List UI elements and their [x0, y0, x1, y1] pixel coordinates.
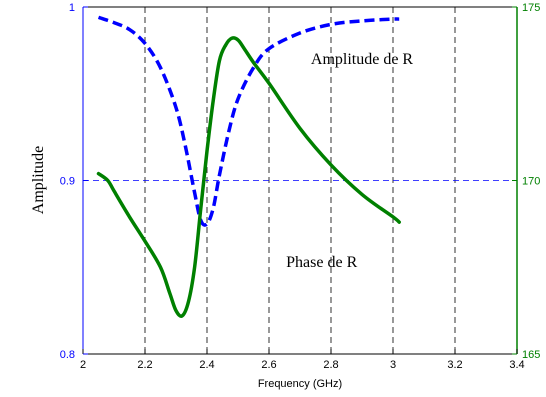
- x-tick-label: 2.8: [323, 359, 338, 371]
- grid: [83, 7, 517, 354]
- series-group: [96, 15, 401, 318]
- x-tick-label: 2: [80, 359, 86, 371]
- annotation-amplitude: Amplitude de R: [311, 51, 414, 68]
- x-tick-label: 2.2: [137, 359, 152, 371]
- x-tick-label: 3.4: [509, 359, 524, 371]
- y-right-tick-label: 165: [522, 349, 540, 361]
- y-left-tick-label: 0.8: [60, 349, 75, 361]
- ticks: 2 2.2 2.4 2.6 2.8 3 3.2 3.4 0.8 0.9 1 165 170 175: [60, 2, 541, 371]
- y-left-tick-label: 0.9: [60, 176, 75, 188]
- y-right-tick-label: 170: [522, 176, 540, 188]
- y-left-tick-label: 1: [69, 2, 75, 14]
- annotation-phase: Phase de R: [286, 254, 357, 271]
- x-tick-label: 2.4: [199, 359, 214, 371]
- series-line-amplitude: [97, 15, 400, 227]
- x-tick-label: 3: [390, 359, 396, 371]
- series-line-phase: [96, 36, 401, 318]
- y-right-tick-label: 175: [522, 2, 540, 14]
- x-tick-label: 3.2: [447, 359, 462, 371]
- x-tick-label: 2.6: [261, 359, 276, 371]
- y-axis-label: Amplitude: [30, 146, 47, 214]
- x-axis-label: Frequency (GHz): [258, 378, 342, 390]
